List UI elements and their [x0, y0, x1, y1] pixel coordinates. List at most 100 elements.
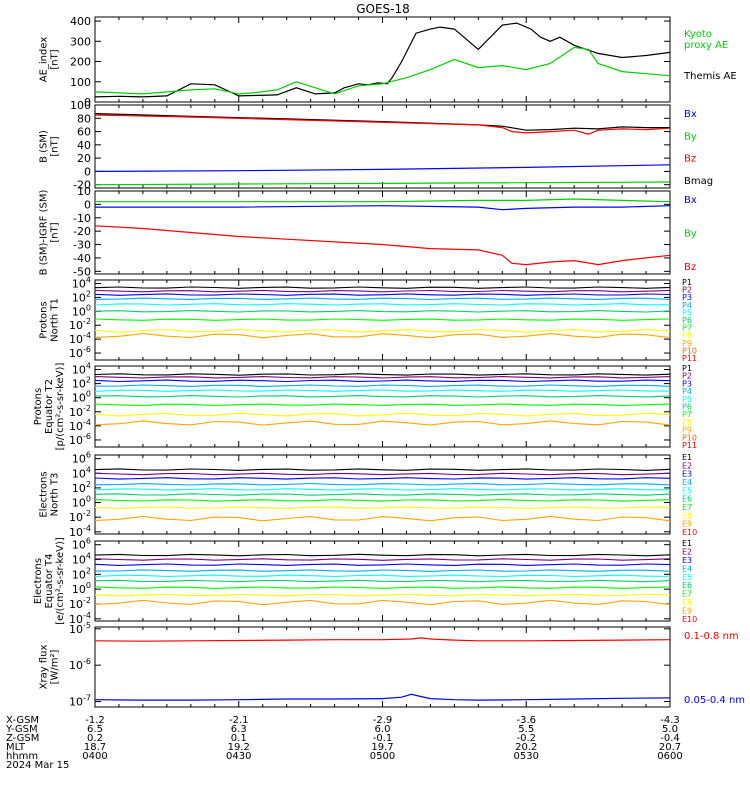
footer-value: -0.2 — [516, 733, 536, 744]
y-tick-label: -30 — [73, 239, 91, 252]
y-tick-label: 10-6 — [69, 657, 91, 672]
y-tick-label: 300 — [70, 35, 91, 48]
y-axis-label: [W/m²] — [50, 649, 61, 684]
legend-entry: E6 — [682, 495, 692, 504]
series-p7 — [94, 318, 671, 321]
footer-value: -3.6 — [516, 715, 536, 726]
series-p1 — [94, 286, 671, 289]
footer-value: 19.2 — [228, 742, 250, 753]
series-e8 — [94, 506, 671, 509]
legend-entry: P6 — [682, 316, 692, 325]
legend-entry: E1 — [682, 453, 692, 462]
y-axis-label: AE_index — [39, 37, 50, 83]
footer-value: 0500 — [370, 751, 395, 762]
series-e1 — [94, 468, 671, 471]
series-p5 — [94, 303, 670, 306]
y-axis-label: Protons — [33, 388, 44, 425]
y-tick-label: 104 — [72, 552, 91, 567]
y-axis-label: B (SM)-IGRF (SM) — [39, 190, 50, 276]
legend-entry: E8 — [682, 511, 692, 520]
y-tick-label: 100 — [72, 581, 91, 596]
series-kyoto-proxy-ae — [94, 46, 671, 95]
footer-value: 20.2 — [515, 742, 537, 753]
y-axis-label: [nT] — [50, 49, 61, 69]
legend-entry: E7 — [682, 503, 692, 512]
panel-frame — [94, 104, 671, 189]
y-tick-label: 40 — [77, 139, 91, 152]
y-tick-label: 102 — [72, 289, 91, 304]
series-e6 — [94, 579, 671, 583]
legend-entry: Bx — [684, 195, 697, 206]
footer-row-label: 2024 Mar 15 — [6, 760, 69, 771]
legend-entry: E7 — [682, 590, 692, 599]
y-tick-label: 10-2 — [69, 317, 91, 332]
series-e3 — [94, 477, 671, 480]
legend-entry: Themis AE — [683, 71, 737, 82]
legend-entry: P1 — [682, 364, 692, 373]
legend-entry: E10 — [682, 528, 697, 537]
y-tick-label: 10-2 — [69, 509, 91, 524]
legend-entry: P1 — [682, 278, 692, 287]
legend-entry: P8 — [682, 418, 692, 427]
legend-entry: P7 — [682, 410, 692, 419]
footer-row-label: hhmm — [6, 751, 38, 762]
legend-entry: P7 — [682, 324, 692, 333]
y-tick-label: 100 — [72, 390, 91, 405]
y-axis-label: Equator T2 — [44, 379, 55, 434]
footer-value: -1.2 — [85, 715, 105, 726]
legend-entry: P5 — [682, 395, 692, 404]
y-axis-label: Protons — [39, 301, 50, 338]
legend-entry: By — [684, 229, 697, 240]
legend-entry: P8 — [682, 331, 692, 340]
series-by — [94, 181, 671, 186]
footer-value: 6.5 — [87, 724, 103, 735]
legend-entry: E3 — [682, 470, 692, 479]
footer-value: 19.7 — [371, 742, 393, 753]
y-tick-label: 0 — [84, 198, 91, 211]
y-tick-label: -20 — [73, 179, 91, 192]
series-p4 — [94, 384, 671, 387]
y-tick-label: 10 — [77, 185, 91, 198]
y-tick-label: 10-6 — [69, 345, 91, 360]
footer-value: 0600 — [657, 751, 682, 762]
footer-value: -4.3 — [660, 715, 680, 726]
series-p9 — [94, 420, 671, 426]
panel-frame — [94, 626, 671, 708]
y-tick-label: 200 — [70, 56, 91, 69]
series-e4 — [94, 482, 671, 486]
y-tick-label: 20 — [77, 152, 91, 165]
series-e7 — [94, 586, 671, 589]
footer-row-label: X-GSM — [6, 715, 39, 726]
series-e2 — [94, 558, 671, 561]
footer-row-label: Z-GSM — [6, 733, 39, 744]
footer-value: 6.3 — [231, 724, 247, 735]
y-axis-label: Equator T4 — [44, 554, 55, 609]
series-p3 — [94, 293, 671, 296]
y-tick-label: 100 — [72, 303, 91, 318]
series-p3 — [94, 379, 671, 383]
y-tick-label: 400 — [70, 15, 91, 28]
legend-entry: P10 — [682, 346, 697, 355]
legend-entry: 0.1-0.8 nm — [684, 631, 739, 642]
legend-entry: E8 — [682, 598, 692, 607]
series-p9 — [94, 333, 671, 339]
legend-entry: P6 — [682, 403, 692, 412]
legend-entry: P9 — [682, 339, 692, 348]
y-tick-label: 104 — [72, 362, 91, 377]
legend-entry: P3 — [682, 293, 692, 302]
legend-entry: P2 — [682, 372, 692, 381]
footer-row-label: MLT — [6, 742, 26, 753]
legend-entry: E4 — [682, 564, 692, 573]
footer-value: 20.7 — [659, 742, 681, 753]
footer-value: 0430 — [226, 751, 251, 762]
y-tick-label: -40 — [73, 252, 91, 265]
series-p6 — [94, 310, 671, 313]
legend-entry: P11 — [682, 354, 697, 363]
panel-frame — [94, 190, 671, 275]
footer-value: 5.5 — [518, 724, 534, 735]
footer-value: 0400 — [82, 751, 107, 762]
y-axis-label: [p/(cm²-s-sr-keV)] — [55, 363, 66, 451]
